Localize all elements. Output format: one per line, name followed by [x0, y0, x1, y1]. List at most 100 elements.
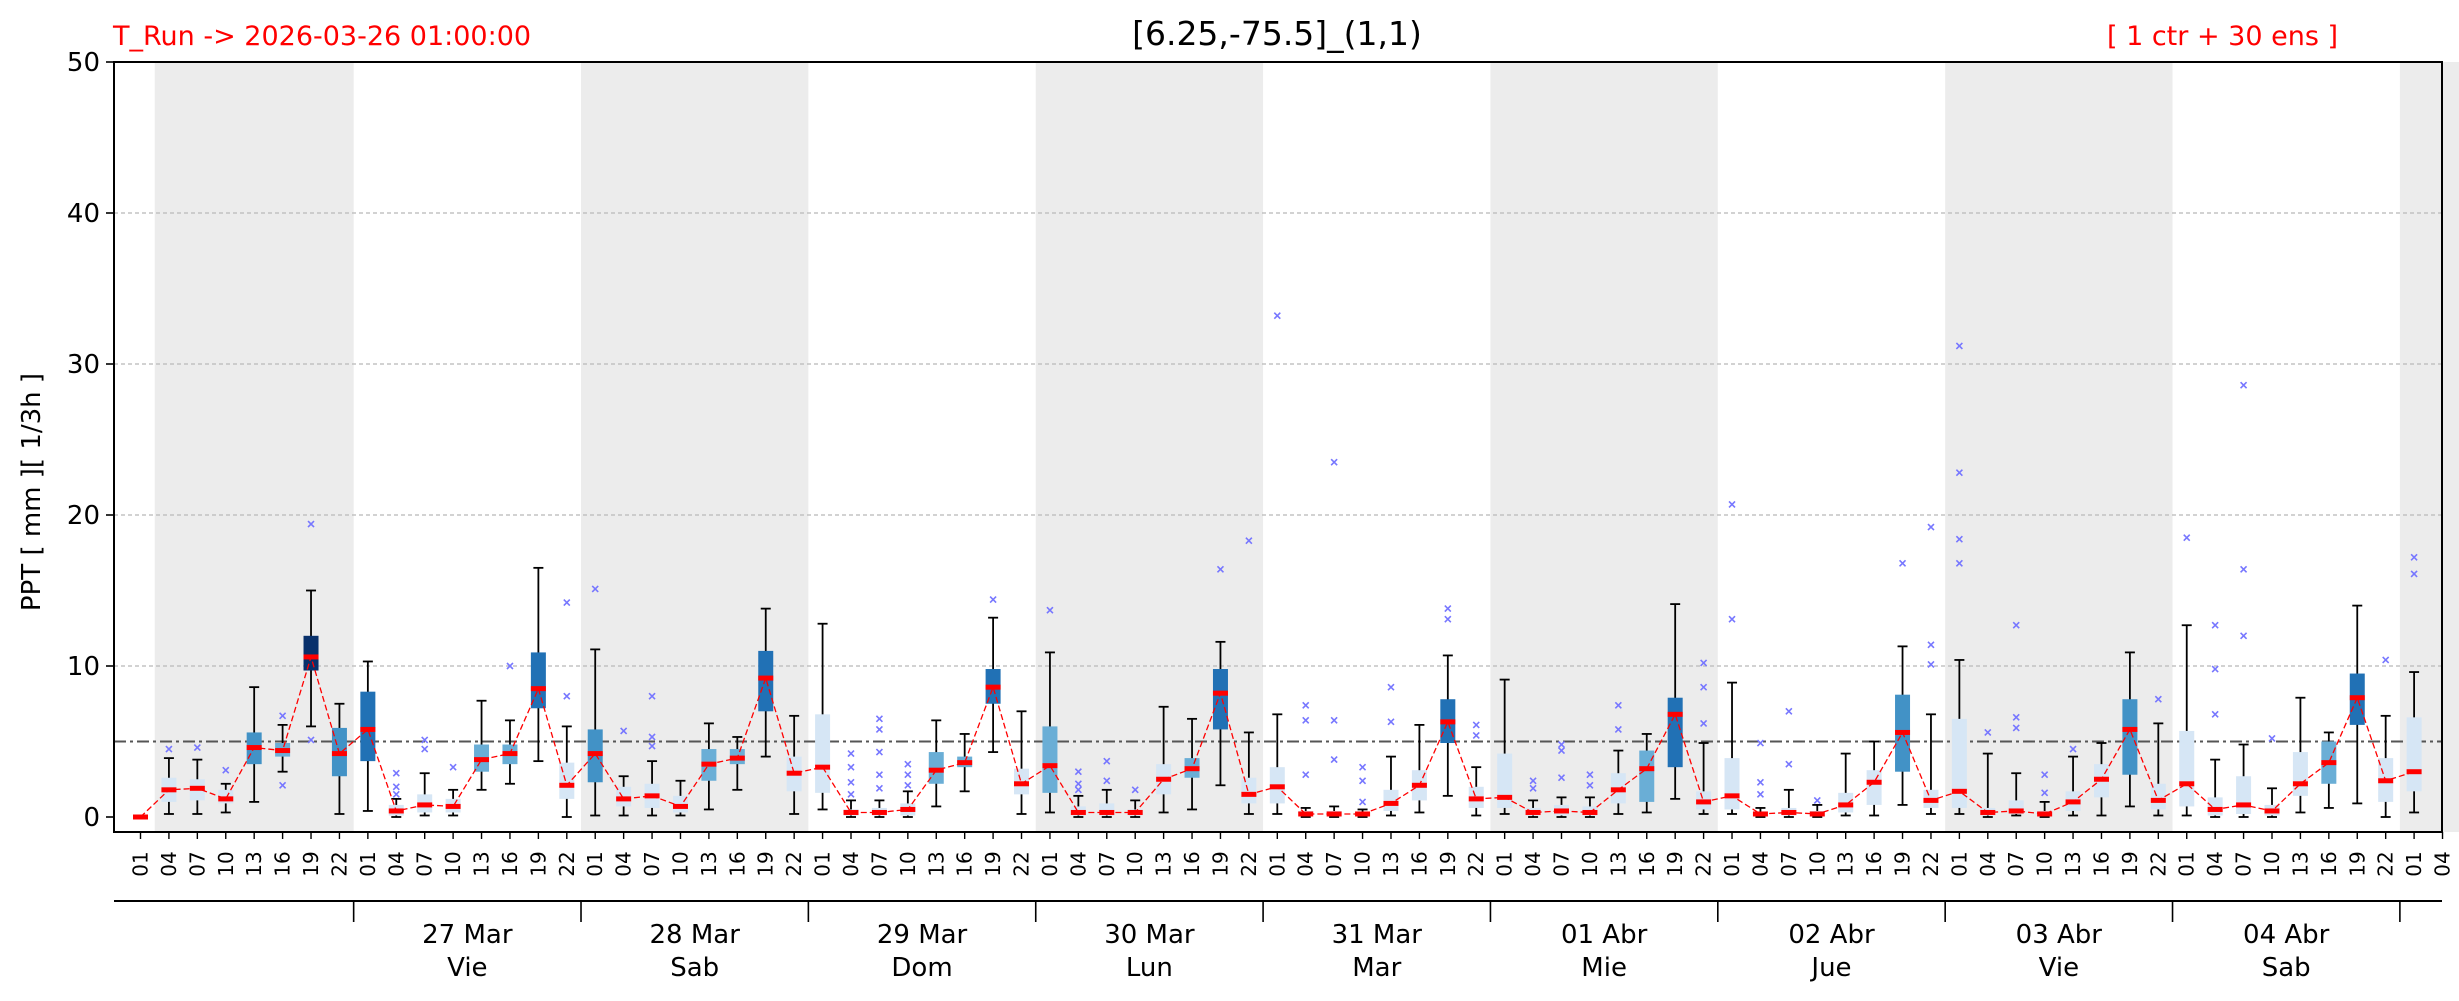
box-body — [1724, 758, 1740, 810]
outlier-point — [648, 742, 656, 750]
x-tick-label: 04 — [1521, 851, 1545, 876]
box-body — [2207, 797, 2223, 816]
x-tick-label: 16 — [953, 851, 977, 876]
outlier-point — [2211, 665, 2219, 673]
outlier-point — [2410, 570, 2418, 578]
outlier-point — [2012, 724, 2020, 732]
median-marker — [1696, 799, 1712, 805]
x-tick-label: 22 — [1010, 851, 1034, 876]
median-marker — [2037, 811, 2053, 817]
outlier-point — [904, 781, 912, 789]
day-date-label: 27 Mar — [422, 920, 513, 950]
outlier-point — [1955, 342, 1963, 350]
x-tick-label: 10 — [1351, 851, 1375, 876]
day-band — [581, 62, 809, 832]
day-weekday-label: Mar — [1352, 953, 1401, 983]
outlier-point — [1557, 740, 1566, 749]
outlier-point — [2069, 745, 2077, 753]
y-axis: 0 10 20 30 40 50 — [67, 48, 114, 833]
median-marker — [1724, 793, 1740, 799]
outlier-point — [2154, 695, 2162, 703]
median-marker — [2093, 776, 2109, 782]
box-47 — [1468, 766, 1484, 817]
outlier-point — [1557, 746, 1566, 755]
gridlines — [114, 212, 2442, 667]
day-weekday-label: Vie — [2039, 953, 2079, 983]
x-tick-label: 04 — [1294, 851, 1318, 876]
median-marker — [758, 675, 774, 681]
box-32 — [1042, 651, 1058, 814]
x-tick-label: 10 — [441, 851, 465, 876]
outlier-point — [591, 585, 599, 593]
y-axis-label: PPT [ mm ][ 1/3h ] — [17, 373, 47, 611]
median-marker — [1923, 797, 1939, 803]
outlier-point — [2211, 710, 2219, 718]
x-tick-label: 10 — [214, 851, 238, 876]
x-tick-label: 10 — [1123, 851, 1147, 876]
median-marker — [2406, 769, 2422, 775]
median-marker — [786, 770, 802, 776]
day-shading — [154, 62, 2459, 832]
outlier-point — [1472, 721, 1480, 729]
median-marker — [530, 686, 546, 692]
box-24 — [815, 622, 831, 811]
outlier-point — [620, 727, 628, 735]
outlier-point — [1358, 763, 1367, 771]
median-marker — [417, 802, 433, 808]
median-marker — [1468, 796, 1484, 802]
outlier-point — [875, 715, 883, 723]
box-body — [1639, 750, 1655, 802]
median-marker — [1241, 791, 1257, 797]
x-tick-label: 16 — [1407, 851, 1431, 876]
outlier-point — [2382, 656, 2390, 664]
median-marker — [1525, 809, 1541, 815]
outlier-point — [1245, 537, 1253, 545]
day-weekday-label: Lun — [1126, 953, 1173, 983]
median-marker — [246, 745, 262, 751]
median-marker — [1980, 809, 1996, 815]
day-weekday-label: Vie — [447, 953, 487, 983]
x-tick-label: 04 — [612, 851, 636, 876]
median-marker — [1809, 811, 1825, 817]
median-marker — [587, 751, 603, 757]
outlier-point — [1756, 790, 1765, 798]
x-tick-label: 22 — [1464, 851, 1488, 876]
outlier-point — [1074, 786, 1082, 794]
outlier-point — [1444, 605, 1452, 613]
x-tick-label: 13 — [242, 851, 266, 876]
outlier-point — [1529, 784, 1537, 792]
outlier-point — [279, 712, 287, 720]
box-46 — [1440, 654, 1456, 797]
box-body — [360, 691, 376, 762]
x-tick-label: 22 — [1692, 851, 1716, 876]
box-40 — [1269, 713, 1285, 815]
day-weekday-label: Jue — [1809, 953, 1851, 983]
x-tick-label: 22 — [2374, 851, 2398, 876]
x-tick-label: 19 — [526, 851, 550, 876]
outlier-point — [421, 736, 429, 744]
x-tick-label: 16 — [1635, 851, 1659, 876]
median-marker — [1554, 808, 1569, 814]
day-weekday-label: Sab — [2262, 953, 2311, 983]
median-marker — [502, 751, 518, 757]
outlier-point — [1700, 683, 1708, 691]
x-tick-label: 07 — [1322, 851, 1346, 876]
x-tick-label: 13 — [470, 851, 494, 876]
day-weekday-label: Mie — [1581, 953, 1627, 983]
median-marker — [2321, 760, 2337, 766]
median-marker — [1582, 809, 1598, 815]
outlier-point — [1302, 716, 1310, 724]
outlier-point — [1927, 523, 1935, 531]
median-markers — [133, 654, 2422, 820]
outlier-point — [1387, 683, 1395, 691]
x-tick-label: 19 — [1891, 851, 1915, 876]
median-marker — [161, 787, 177, 793]
box-39 — [1241, 731, 1257, 815]
median-marker — [1610, 787, 1626, 793]
x-tick-label: 13 — [1152, 851, 1176, 876]
outlier-point — [392, 769, 400, 777]
median-marker — [1951, 788, 1967, 794]
median-marker — [1269, 784, 1285, 790]
outlier-point — [563, 599, 571, 607]
